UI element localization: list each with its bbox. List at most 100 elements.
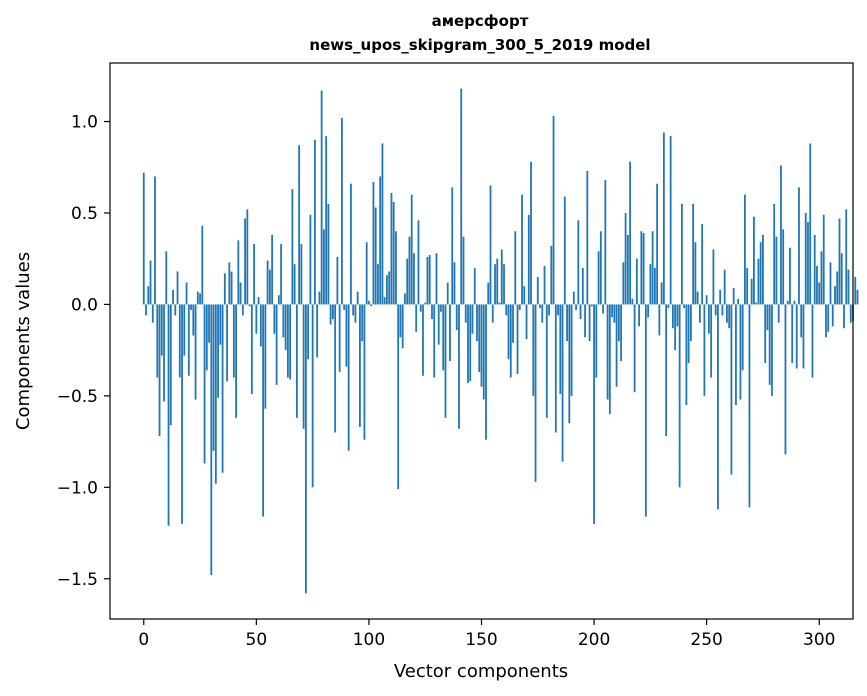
bar — [838, 218, 841, 305]
bar — [230, 271, 233, 305]
bar — [343, 304, 346, 310]
bar — [705, 295, 708, 305]
bar — [669, 136, 672, 305]
bar — [696, 291, 699, 305]
bar — [694, 242, 697, 305]
bar — [741, 304, 744, 371]
bar — [464, 304, 467, 323]
bar — [485, 304, 487, 440]
bar — [406, 258, 409, 305]
bar — [160, 304, 163, 356]
bar — [336, 256, 339, 305]
bar — [771, 304, 773, 396]
bar — [575, 304, 577, 310]
bar — [649, 264, 652, 305]
bar — [620, 304, 622, 362]
x-tick-label: 50 — [246, 630, 268, 650]
bar — [710, 304, 713, 378]
bar — [568, 304, 571, 424]
bar — [753, 216, 755, 305]
bar — [163, 304, 165, 402]
bar — [834, 286, 836, 305]
bar — [602, 304, 604, 314]
bar — [820, 251, 823, 305]
bar — [374, 207, 377, 305]
bar — [811, 304, 814, 378]
bar — [437, 304, 440, 345]
bar — [435, 253, 438, 305]
bar — [845, 209, 848, 305]
bar — [708, 304, 710, 334]
bar — [678, 304, 681, 488]
bar — [476, 304, 478, 341]
bar — [169, 304, 172, 426]
bar — [566, 304, 568, 341]
bar — [356, 291, 359, 305]
x-axis-label: Vector components — [394, 661, 568, 682]
bar — [629, 161, 632, 305]
bar — [426, 256, 429, 305]
bar — [498, 302, 501, 305]
bar — [638, 304, 641, 327]
bar — [199, 293, 201, 305]
bar — [647, 304, 650, 318]
bar — [298, 145, 301, 305]
bar — [798, 187, 800, 305]
bar — [548, 304, 550, 316]
bar — [692, 203, 695, 305]
bar — [282, 304, 285, 338]
bar — [572, 291, 575, 305]
bar — [142, 172, 145, 305]
bar — [329, 304, 332, 325]
bar — [478, 304, 481, 373]
bar — [176, 271, 179, 305]
bar — [496, 258, 499, 305]
bar — [390, 192, 393, 305]
bar — [167, 304, 170, 526]
bar — [352, 304, 355, 316]
bar — [622, 262, 625, 305]
bar — [334, 304, 337, 433]
bar — [500, 249, 503, 305]
y-axis-label: Components values — [13, 252, 34, 430]
bar — [273, 304, 276, 334]
bar — [719, 289, 722, 305]
bar — [467, 304, 469, 384]
bar — [255, 304, 258, 334]
bar — [660, 282, 663, 305]
bar — [379, 176, 382, 305]
bar — [341, 117, 343, 305]
bar — [194, 304, 197, 400]
bar — [662, 132, 665, 305]
bar — [223, 273, 226, 305]
bar — [739, 304, 742, 400]
bar — [262, 304, 265, 517]
bar — [424, 302, 427, 305]
bar — [813, 234, 816, 305]
bar — [840, 253, 843, 305]
bar — [388, 271, 391, 305]
bar — [280, 244, 283, 305]
bar — [453, 262, 456, 305]
bar — [599, 231, 602, 305]
bar — [831, 304, 834, 327]
bar — [822, 214, 825, 305]
bar — [350, 183, 352, 305]
bar — [354, 304, 357, 323]
bar — [849, 304, 852, 323]
bar — [311, 304, 314, 488]
bar — [795, 304, 798, 369]
bar — [671, 304, 674, 329]
bar — [782, 229, 785, 305]
bar — [462, 236, 465, 305]
bar — [264, 304, 267, 409]
bar — [212, 304, 215, 451]
bar — [748, 304, 751, 508]
bar — [250, 304, 253, 395]
bar — [203, 304, 206, 464]
bar — [471, 304, 474, 334]
bar — [487, 282, 490, 305]
bar — [617, 304, 620, 341]
bar — [534, 304, 537, 482]
bar — [606, 304, 609, 400]
